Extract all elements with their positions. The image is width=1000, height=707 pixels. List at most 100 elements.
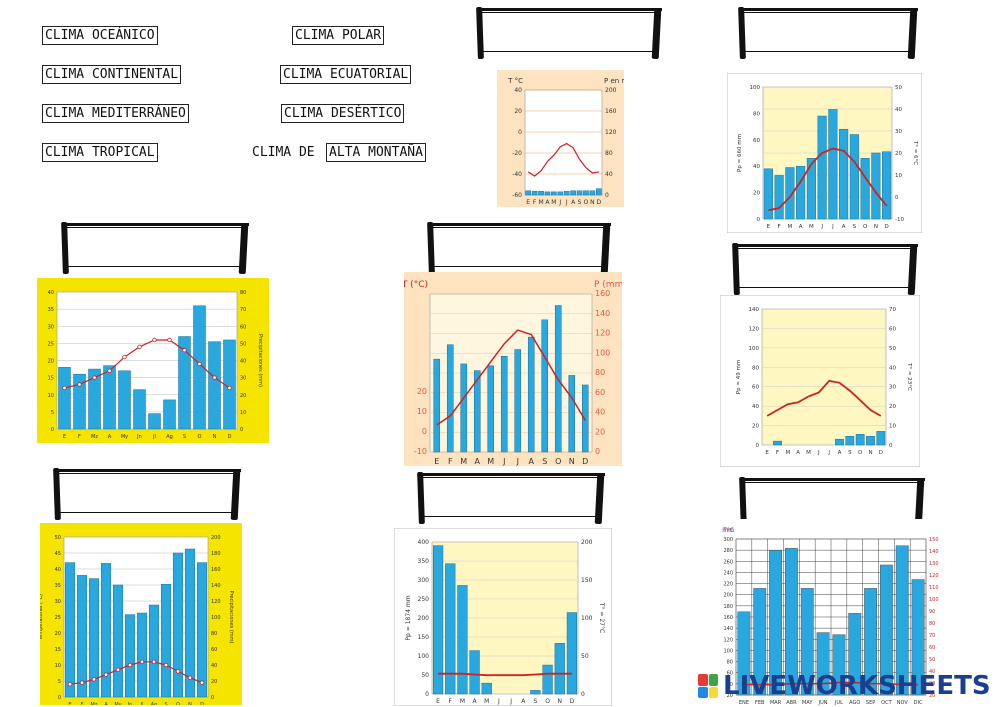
left-tick-label: 240 bbox=[723, 570, 733, 576]
label-clima-ecuatorial[interactable]: CLIMA ECUATORIAL bbox=[280, 65, 412, 84]
answer-box-2[interactable] bbox=[741, 8, 918, 52]
right-tick-label: 40 bbox=[895, 107, 902, 113]
answer-box-3[interactable] bbox=[64, 223, 249, 267]
right-tick-label: 70 bbox=[889, 307, 896, 313]
temperature-point bbox=[137, 344, 142, 349]
right-tick-label: 200 bbox=[581, 539, 593, 546]
answer-box-6[interactable] bbox=[56, 469, 241, 513]
month-label: F bbox=[449, 698, 453, 705]
plot-area bbox=[524, 89, 603, 196]
climograph-7: 400 350 300 250 200 150 100 50 0 200 150 100 50 0 Pp =… bbox=[394, 528, 612, 706]
left-tick-label: 20 bbox=[55, 631, 61, 637]
right-tick-label: 30 bbox=[929, 681, 935, 687]
month-label: J bbox=[502, 457, 505, 466]
precip-bar bbox=[769, 550, 783, 696]
left-tick-label: 20 bbox=[753, 191, 760, 197]
left-tick-label: 10 bbox=[417, 407, 427, 416]
left-tick-label: 50 bbox=[421, 672, 429, 679]
right-tick-label: 30 bbox=[895, 129, 902, 135]
right-tick-label: 100 bbox=[211, 615, 221, 621]
left-tick-label: 350 bbox=[418, 558, 430, 565]
answer-box-5[interactable] bbox=[735, 244, 918, 288]
label-clima-tropical[interactable]: CLIMA TROPICAL bbox=[42, 143, 158, 162]
month-label: E bbox=[765, 450, 769, 456]
precip-bar bbox=[136, 612, 148, 698]
precip-bar bbox=[481, 682, 492, 695]
left-tick-label: 40 bbox=[48, 290, 54, 296]
left-tick-label: 25 bbox=[55, 615, 61, 621]
precip-bar bbox=[871, 152, 881, 220]
right-tick-label: 60 bbox=[595, 388, 605, 397]
label-alta-montana[interactable]: ALTA MONTAÑA bbox=[326, 143, 426, 162]
month-label: S bbox=[164, 702, 167, 705]
month-label: Mz bbox=[91, 434, 98, 440]
right-tick-label: 30 bbox=[889, 385, 896, 391]
temp-axis-label: T °C bbox=[507, 77, 523, 85]
right-tick-label: 50 bbox=[240, 341, 246, 347]
left-tick-label: 35 bbox=[55, 583, 61, 589]
temperature-point bbox=[182, 348, 187, 353]
precip-bar bbox=[432, 545, 444, 695]
label-clima-continental[interactable]: CLIMA CONTINENTAL bbox=[42, 65, 182, 84]
precip-bar bbox=[855, 434, 865, 446]
left-tick-label: 45 bbox=[55, 551, 61, 557]
right-tick-label: 40 bbox=[605, 171, 613, 178]
precip-bar bbox=[581, 384, 589, 453]
month-label: A bbox=[108, 434, 112, 440]
precip-bar bbox=[196, 562, 208, 698]
temperature-line bbox=[743, 681, 919, 686]
right-tick-label: 40 bbox=[211, 663, 217, 669]
month-label: O bbox=[176, 702, 180, 705]
precip-bar bbox=[433, 358, 441, 453]
label-clima-desertico[interactable]: CLIMA DESÉRTICO bbox=[281, 104, 405, 123]
temperature-line bbox=[527, 142, 599, 177]
answer-box-4[interactable] bbox=[430, 223, 611, 267]
month-label: NOV bbox=[897, 700, 909, 706]
answer-box-7[interactable] bbox=[420, 473, 605, 517]
label-clima-polar[interactable]: CLIMA POLAR bbox=[292, 26, 385, 45]
month-label: A bbox=[796, 450, 800, 456]
label-clima-oceanico[interactable]: CLIMA OCEÁNICO bbox=[42, 26, 158, 45]
answer-box-1[interactable] bbox=[479, 8, 662, 52]
precip-bar bbox=[845, 436, 855, 446]
right-tick-label: 30 bbox=[240, 376, 246, 382]
month-label: Ag bbox=[166, 434, 173, 440]
temperature-line bbox=[768, 147, 888, 212]
month-label: J bbox=[509, 698, 512, 705]
month-label: M bbox=[551, 199, 556, 206]
left-tick-label: 150 bbox=[418, 634, 430, 641]
right-tick-label: 120 bbox=[605, 129, 617, 136]
precip-bar bbox=[460, 363, 468, 453]
right-axis-title: Precipitaciones (mm) bbox=[228, 591, 234, 644]
month-label: My bbox=[121, 434, 128, 440]
left-tick-label: 20 bbox=[514, 108, 522, 115]
month-label: F bbox=[533, 199, 537, 206]
month-label: SEP bbox=[866, 700, 875, 706]
precip-bar bbox=[469, 650, 480, 695]
answer-box-8[interactable] bbox=[742, 478, 925, 522]
left-tick-label: 0 bbox=[422, 427, 427, 436]
month-label: O bbox=[863, 224, 868, 230]
left-tick-label: 40 bbox=[752, 404, 759, 410]
month-label: O bbox=[584, 199, 589, 206]
left-tick-label: 60 bbox=[727, 671, 733, 677]
label-clima-mediterraneo[interactable]: CLIMA MEDITERRÁNEO bbox=[42, 104, 189, 123]
left-tick-label: 300 bbox=[723, 537, 733, 543]
climograph-4: 20 10 0 -10 160 140 120 100 80 60 40 20 0 T (°C) P (mm… bbox=[404, 272, 622, 466]
chart-svg: 403530252015105080706050403020100Tempera… bbox=[37, 278, 269, 443]
temperature-line bbox=[436, 329, 586, 426]
right-tick-label: 0 bbox=[595, 447, 600, 456]
precip-bar bbox=[860, 158, 870, 220]
precip-bar bbox=[785, 167, 795, 220]
month-label: O bbox=[545, 698, 550, 705]
right-tick-label: 80 bbox=[605, 150, 613, 157]
right-tick-label: 90 bbox=[929, 609, 935, 615]
temperature-point bbox=[151, 659, 157, 664]
month-label: D bbox=[582, 457, 588, 466]
left-tick-label: 160 bbox=[723, 615, 733, 621]
precip-bar bbox=[457, 585, 468, 695]
left-tick-label: 25 bbox=[48, 341, 54, 347]
right-tick-label: 120 bbox=[211, 599, 221, 605]
precip-bar bbox=[544, 191, 551, 196]
month-label: A bbox=[473, 698, 478, 705]
